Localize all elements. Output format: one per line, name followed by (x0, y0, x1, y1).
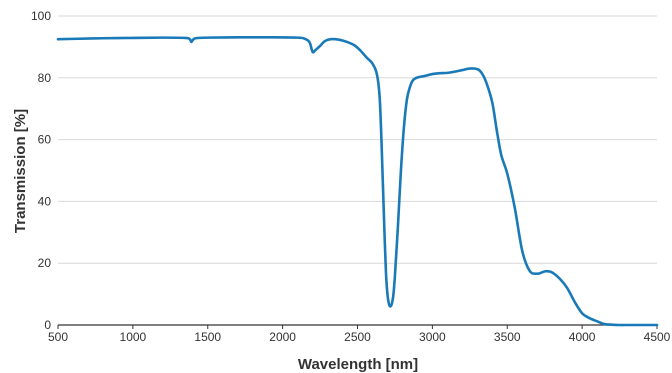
x-tick-label-3500: 3500 (494, 330, 521, 344)
axes (57, 324, 658, 329)
x-tick-label-4500: 4500 (644, 330, 671, 344)
x-tick-label-500: 500 (48, 330, 68, 344)
x-tick-label-4000: 4000 (569, 330, 596, 344)
labels: 0 20 40 60 80 100 500 1000 1500 2000 2500 3000 3500 4… (31, 9, 671, 344)
x-tick-label-2000: 2000 (269, 330, 296, 344)
gridlines (58, 15, 657, 264)
y-tick-label-60: 60 (38, 133, 52, 147)
y-axis-title: Transmission [%] (12, 109, 29, 233)
y-tick-label-40: 40 (38, 194, 52, 208)
x-axis-title: Wavelength [nm] (298, 356, 418, 373)
x-tick-label-3000: 3000 (419, 330, 446, 344)
x-tick-label-1000: 1000 (120, 330, 147, 344)
y-tick-label-20: 20 (38, 256, 52, 270)
y-tick-label-0: 0 (44, 318, 51, 332)
x-tick-label-1500: 1500 (194, 330, 221, 344)
series-layer (56, 35, 659, 327)
x-tick-label-2500: 2500 (344, 330, 371, 344)
y-tick-label-80: 80 (38, 71, 52, 85)
y-tick-label-100: 100 (31, 9, 51, 23)
transmission-line (56, 35, 659, 327)
